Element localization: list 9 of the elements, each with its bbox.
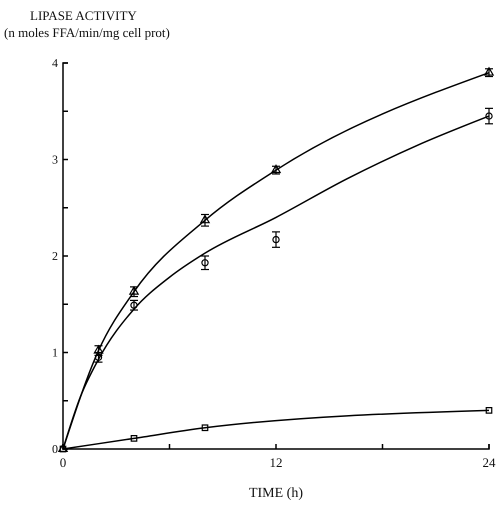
y-tick-label: 3 [52,152,58,166]
x-tick-label: 12 [270,455,282,470]
x-axis-title: TIME (h) [248,486,304,501]
y-tick-label: 0 [52,442,58,456]
x-tick-label: 24 [482,455,496,470]
y-tick-label: 4 [52,56,58,70]
y-tick-label: 2 [52,249,58,263]
y-axis-title: LIPASE ACTIVITY (n moles FFA/min/mg cell prot) [4,8,170,40]
y-tick-label: 1 [52,346,58,360]
